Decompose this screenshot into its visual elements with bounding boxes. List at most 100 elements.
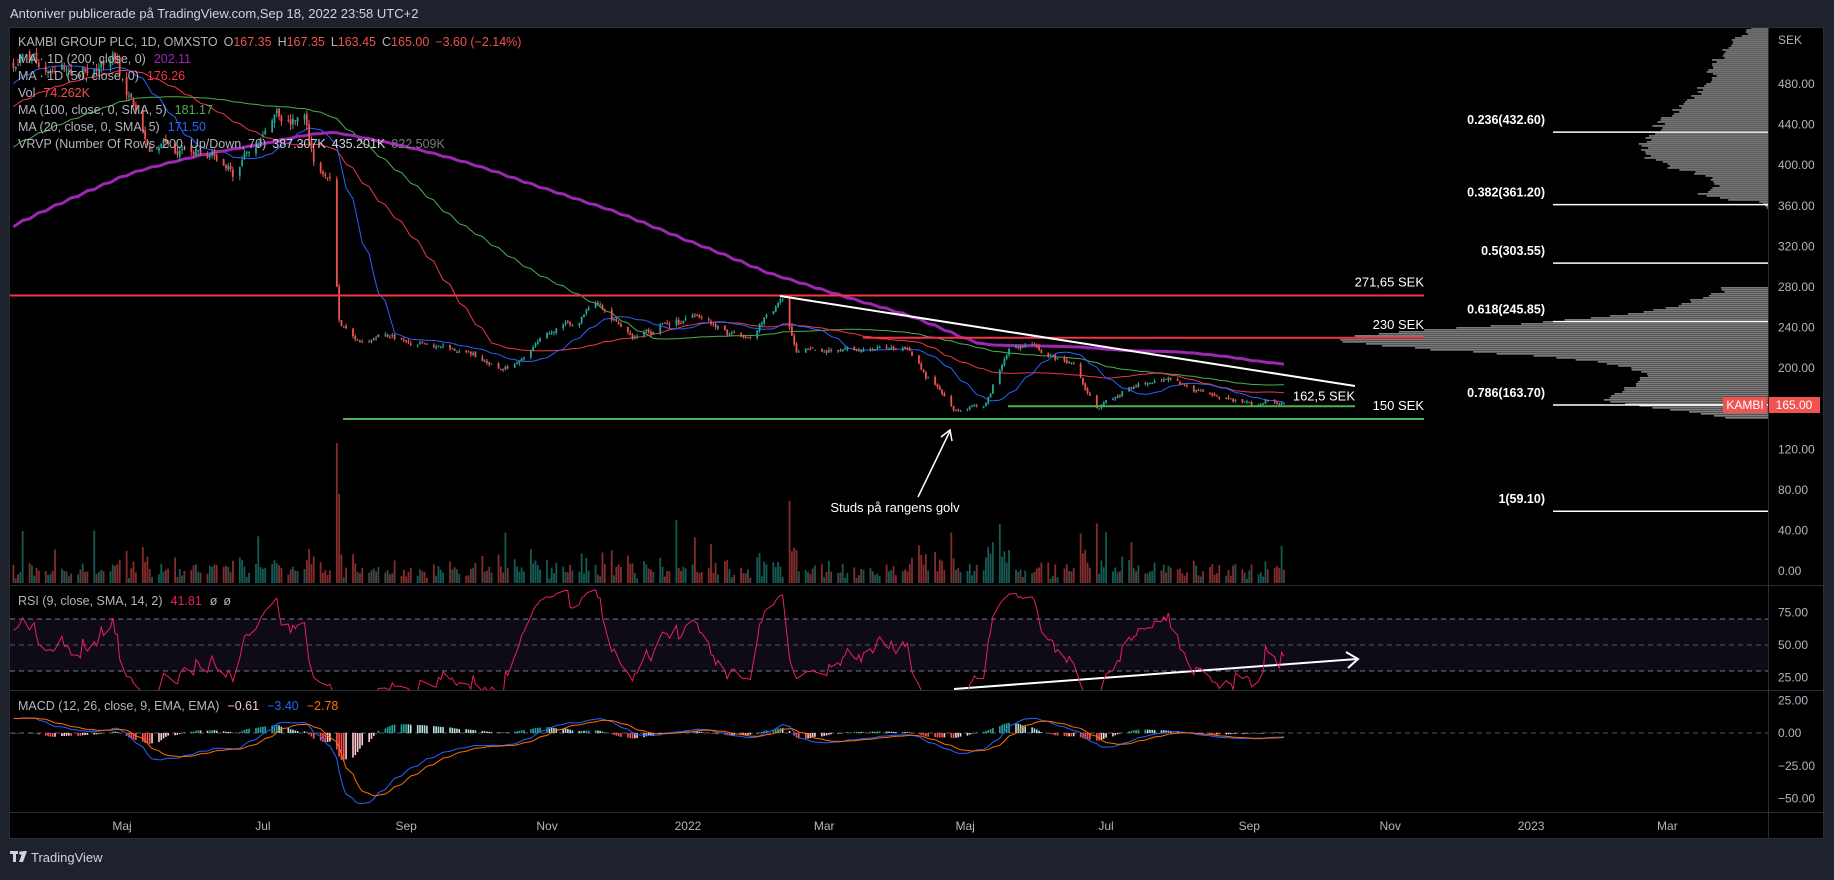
volume-bar xyxy=(1273,567,1276,583)
candle-body xyxy=(668,324,671,326)
time-axis-label[interactable]: Sep xyxy=(1239,819,1261,833)
volume-bar xyxy=(19,571,22,583)
time-axis-label[interactable]: Mar xyxy=(814,819,835,833)
volume-bar xyxy=(416,575,419,583)
candle-body xyxy=(1216,395,1218,397)
price-axis-tick[interactable]: 240.00 xyxy=(1778,321,1815,335)
volume-bar xyxy=(322,572,324,583)
macd-histogram-bar xyxy=(955,733,957,738)
candle-body xyxy=(340,320,343,326)
candle-body xyxy=(502,369,505,371)
macd-axis-tick[interactable]: −25.00 xyxy=(1778,759,1815,773)
time-axis-label[interactable]: Sep xyxy=(395,819,417,833)
price-axis-tick[interactable]: 360.00 xyxy=(1778,199,1815,213)
time-axis-label[interactable]: Jul xyxy=(1098,819,1113,833)
time-axis-label[interactable]: Nov xyxy=(536,819,557,833)
macd-histogram-bar xyxy=(1144,729,1147,733)
candle-body xyxy=(539,338,542,342)
macd-histogram-bar xyxy=(458,728,461,733)
candle-body xyxy=(164,139,167,143)
macd-axis-tick[interactable]: 25.00 xyxy=(1778,693,1808,707)
macd-histogram-bar xyxy=(386,727,389,733)
time-axis-label[interactable]: 2022 xyxy=(675,819,702,833)
macd-histogram-bar xyxy=(79,733,82,736)
macd-histogram-bar xyxy=(876,731,879,733)
price-axis-tick[interactable]: 120.00 xyxy=(1778,442,1815,456)
volume-profile-row xyxy=(1618,365,1768,367)
macd-histogram-bar xyxy=(1068,733,1070,737)
volume-bar xyxy=(1056,577,1059,583)
candle-body xyxy=(712,323,715,325)
volume-profile-row xyxy=(1624,387,1768,389)
rsi-axis-tick[interactable]: 50.00 xyxy=(1778,638,1808,652)
volume-bar xyxy=(890,570,893,583)
rsi-axis-tick[interactable]: 25.00 xyxy=(1778,671,1808,685)
time-axis-label[interactable]: Maj xyxy=(112,819,131,833)
time-axis-label[interactable]: 2023 xyxy=(1518,819,1545,833)
annotation-arrow[interactable] xyxy=(917,430,951,498)
rsi-axis-tick[interactable]: 75.00 xyxy=(1778,606,1808,620)
rsi-trend-line[interactable] xyxy=(953,658,1358,690)
candle-body xyxy=(262,135,264,138)
macd-histogram-bar xyxy=(647,733,650,736)
trend-line[interactable] xyxy=(779,295,1356,387)
price-axis-tick[interactable]: 440.00 xyxy=(1778,118,1815,132)
volume-bar xyxy=(486,570,488,583)
macd-axis-tick[interactable]: −50.00 xyxy=(1778,792,1815,806)
candle-body xyxy=(550,332,553,334)
macd-histogram-bar xyxy=(1257,733,1260,734)
volume-bar xyxy=(763,561,766,583)
candle-body xyxy=(303,115,306,120)
macd-histogram-bar xyxy=(1052,733,1054,735)
volume-bar xyxy=(1257,574,1260,583)
candle-body xyxy=(423,343,426,345)
macd-histogram-bar xyxy=(407,724,410,733)
drawings[interactable]: 271,65 SEK 230 SEK 162,5 SEK 150 SEK 0.236(4… xyxy=(10,113,1768,690)
macd-axis-tick[interactable]: 0.00 xyxy=(1778,726,1802,740)
candle-body xyxy=(287,119,290,121)
volume-bar xyxy=(1112,571,1114,583)
axes[interactable]: SEK 480.00 440.00 400.00 360.00 320.00 280.00 2… xyxy=(112,33,1815,833)
volume-profile-row xyxy=(1622,391,1768,393)
macd-histogram-bar xyxy=(992,727,994,733)
macd-histogram-bar xyxy=(957,733,960,738)
candle-body xyxy=(631,334,634,339)
volume-bar xyxy=(647,568,650,583)
time-axis-label[interactable]: Nov xyxy=(1380,819,1401,833)
macd-histogram-bar xyxy=(1211,733,1214,735)
time-axis-label[interactable]: Mar xyxy=(1657,819,1678,833)
price-axis-tick[interactable]: 400.00 xyxy=(1778,158,1815,172)
macd-histogram-bar xyxy=(862,731,865,733)
volume-profile-row xyxy=(1711,63,1768,65)
price-axis-tick[interactable]: 0.00 xyxy=(1778,564,1802,578)
price-axis-tick[interactable]: 200.00 xyxy=(1778,361,1815,375)
price-axis-tick[interactable]: 480.00 xyxy=(1778,77,1815,91)
volume-bar xyxy=(712,572,715,583)
macd-histogram-bar xyxy=(160,733,163,741)
volume-profile-row xyxy=(1650,155,1768,157)
volume-profile-row xyxy=(1751,28,1768,29)
candle-body xyxy=(506,366,509,369)
macd-histogram-bar xyxy=(634,733,636,739)
volume-bar xyxy=(1280,545,1283,583)
price-axis-tick[interactable]: 280.00 xyxy=(1778,280,1815,294)
price-axis-tick[interactable]: 40.00 xyxy=(1778,524,1808,538)
volume-bar xyxy=(550,567,553,583)
macd-histogram-bar xyxy=(1165,730,1167,733)
candle-body xyxy=(31,56,33,61)
tradingview-logo[interactable]: TradingView xyxy=(10,850,103,865)
time-axis-label[interactable]: Maj xyxy=(955,819,974,833)
volume-bar xyxy=(144,562,146,583)
price-axis-tick[interactable]: 320.00 xyxy=(1778,239,1815,253)
candle-body xyxy=(659,325,662,334)
price-axis-tick[interactable]: 80.00 xyxy=(1778,483,1808,497)
macd-histogram-bar xyxy=(599,730,601,733)
volume-bar xyxy=(192,565,195,583)
volume-profile-row xyxy=(1652,125,1768,127)
volume-bar xyxy=(862,570,865,583)
volume-bar xyxy=(151,577,153,583)
volume-profile-row xyxy=(1644,157,1768,159)
time-axis-label[interactable]: Jul xyxy=(255,819,270,833)
macd-histogram-bar xyxy=(322,733,324,742)
